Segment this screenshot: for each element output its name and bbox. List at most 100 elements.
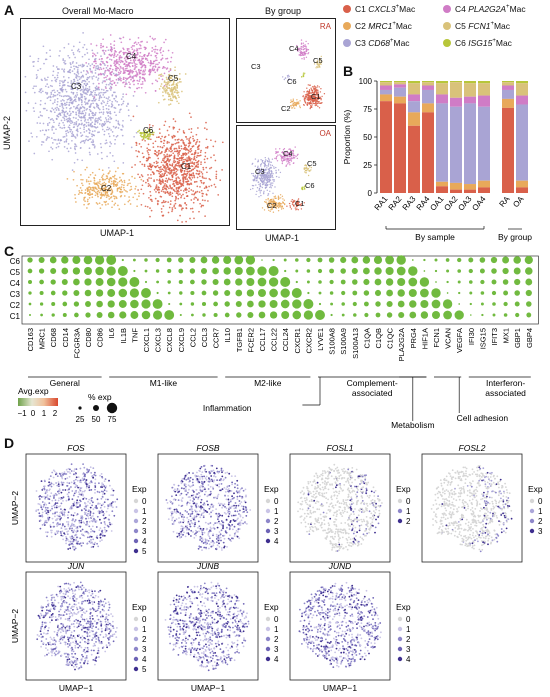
bar-segment-c6 [394,81,406,82]
gene-umap-legend-tick: 3 [142,527,147,536]
bar-segment-c3 [516,105,528,181]
dot-gene-label: IFI30 [467,328,476,345]
bar-segment-c1 [380,101,392,193]
gene-umap-title: FOSL1 [327,443,354,453]
bar-segment-c5 [408,83,420,94]
gene-umap-title: JUND [328,561,352,571]
bar-segment-c3 [436,103,448,181]
bar-segment-c4 [380,85,392,89]
gene-umap-legend-dot [134,539,138,543]
dot-gene-label: CCL24 [281,328,290,351]
umap-cluster-label: C3 [71,82,82,91]
bar-segment-c1 [478,187,490,193]
gene-umap-legend-dot [398,509,402,513]
gene-umap-legend-tick: 3 [538,527,543,536]
legend-swatch [443,22,451,30]
gene-umap-legend-dot [530,519,534,523]
bar-y-tick-label: 25 [363,161,372,170]
dot-category-label: M1-like [150,378,178,388]
gene-umap-y-label: UMAP−2 [10,609,20,644]
dot-gene-label: CD163 [26,328,35,351]
bar-segment-c5 [394,82,406,84]
bar-segment-c6 [464,81,476,83]
umap-small-cluster-label: C5 [307,159,317,168]
gene-umap-title: FOSB [196,443,219,453]
bar-x-tick-label: RA4 [415,194,432,212]
gene-umap-legend-dot [530,509,534,513]
legend-id: C6 [455,38,468,48]
umap-small-cluster-label: C6 [305,181,315,190]
bar-segment-c1 [464,190,476,193]
bar-segment-c5 [422,82,434,85]
gene-umap-legend-tick: 3 [406,645,411,654]
gene-umap-legend-dot [398,617,402,621]
legend-gene: CXCL3 [368,4,395,14]
dot-gene-label: MRC1 [38,328,47,349]
bar-segment-c3 [464,103,476,184]
legend-gene: MRC1 [368,21,392,31]
bar-segment-c2 [436,182,448,186]
dot-gene-label: GBP1 [513,328,522,348]
bar-segment-c5 [380,82,392,85]
bar-segment-c2 [422,103,434,112]
dot-legend-avg-tick: 2 [53,409,58,418]
legend-suffix: Mac [510,4,526,14]
umap-small-cluster-label: C6 [287,77,297,86]
umap-cluster-label: C1 [181,162,192,171]
dot-gene-label: IL6 [107,328,116,338]
gene-umap-legend-dot [134,509,138,513]
dot-plot-dots [27,255,533,320]
bar-segment-c2 [478,181,490,188]
dot-gene-label: IFIT3 [490,328,499,346]
umap-small-cluster-label: C5 [313,56,323,65]
dot-legend-pct-circle [107,403,117,413]
dot-gene-label: IL10 [223,328,232,343]
bar-segment-c4 [408,94,420,101]
bar-segment-c3 [394,88,406,97]
dot-gene-label: TGFB1 [235,328,244,352]
dot-category-label: Inflammation [203,403,252,413]
gene-umap-legend-dot [134,519,138,523]
legend-suffix: Mac [494,21,510,31]
gene-umap-title: JUN [67,561,85,571]
gene-umap-legend-dot [134,549,138,553]
legend-swatch [343,22,351,30]
gene-umap-exp-label: Exp [396,484,411,494]
bar-segment-c1 [422,112,434,193]
gene-umap-y-label: UMAP−2 [10,491,20,526]
umap-points [25,32,224,223]
legend-item-c5: C5 FCN1+Mac [443,21,510,31]
bar-segment-c4 [436,94,448,103]
bar-segment-c2 [408,112,420,125]
gene-umap-title: JUNB [196,561,220,571]
bar-segment-c2 [464,184,476,190]
gene-umap-exp-label: Exp [132,602,147,612]
gene-umap-legend-dot [266,637,270,641]
dot-gene-label: MX1 [502,328,511,343]
panel-a-title-group: By group [265,6,301,16]
bar-y-tick-label: 50 [363,133,372,142]
panel-a-x-label-small: UMAP-1 [265,233,299,243]
gene-umap-legend-tick: 2 [142,517,147,526]
dot-gene-label: CCL17 [258,328,267,351]
panel-a-title-overall: Overall Mo-Macro [62,6,134,16]
gene-umap-legend-dot [134,627,138,631]
gene-umap-exp-label: Exp [528,484,543,494]
dot-legend-pct-circle [78,406,81,409]
bar-segment-c2 [502,99,514,108]
gene-umap-x-label: UMAP−1 [59,683,94,692]
dot-gene-label: CXCR1 [293,328,302,353]
bar-segment-c4 [464,97,476,104]
dot-gene-label: CXCL9 [177,328,186,352]
umap-small-cluster-label: C1 [295,199,305,208]
gene-umap-legend-dot [398,647,402,651]
bar-segment-c4 [422,85,434,89]
gene-umap-legend-tick: 0 [274,497,279,506]
dot-gene-label: PLA2G2A [397,328,406,361]
